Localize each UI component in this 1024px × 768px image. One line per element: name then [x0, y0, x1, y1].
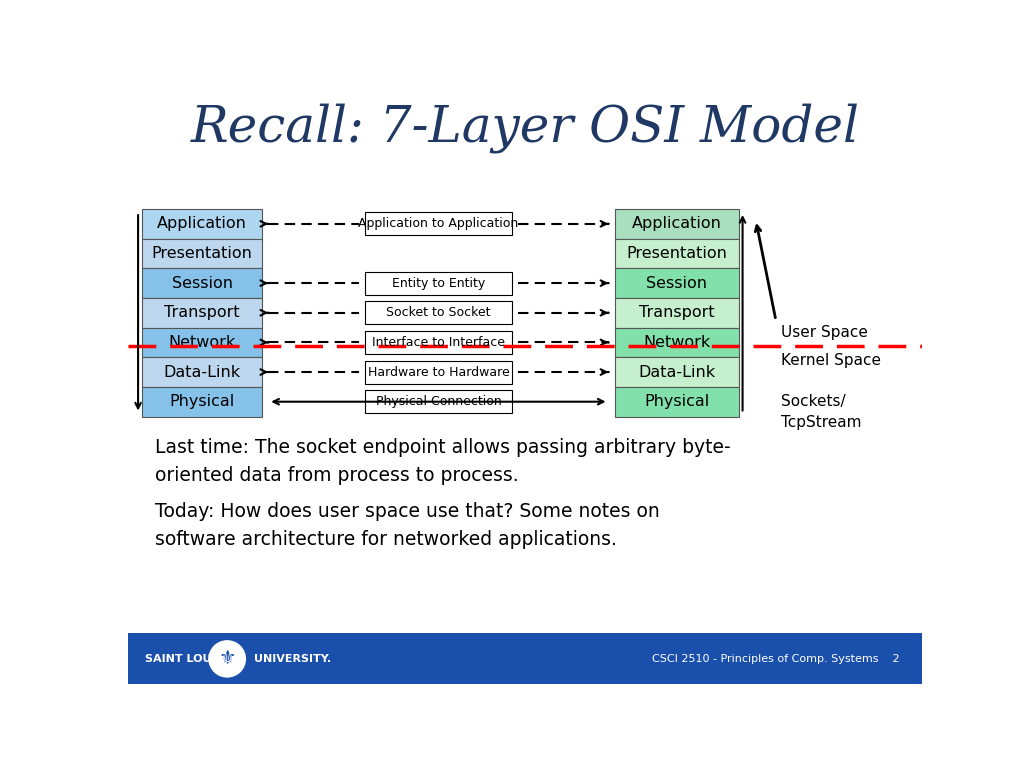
FancyBboxPatch shape [365, 360, 512, 383]
FancyBboxPatch shape [142, 328, 262, 357]
FancyBboxPatch shape [614, 328, 738, 357]
Text: Network: Network [168, 335, 236, 350]
FancyBboxPatch shape [614, 209, 738, 239]
FancyBboxPatch shape [614, 268, 738, 298]
Text: Entity to Entity: Entity to Entity [392, 276, 485, 290]
Text: Physical: Physical [644, 394, 710, 409]
FancyBboxPatch shape [142, 209, 262, 239]
Text: Data-Link: Data-Link [164, 365, 241, 379]
FancyBboxPatch shape [365, 301, 512, 324]
Text: Network: Network [643, 335, 711, 350]
FancyBboxPatch shape [365, 212, 512, 235]
Text: Application: Application [157, 217, 247, 231]
Text: Kernel Space: Kernel Space [781, 353, 882, 368]
FancyBboxPatch shape [614, 387, 738, 416]
Text: Sockets/
TcpStream: Sockets/ TcpStream [781, 395, 862, 431]
Text: Last time: The socket endpoint allows passing arbitrary byte-
oriented data from: Last time: The socket endpoint allows pa… [155, 439, 731, 485]
Text: Application to Application: Application to Application [358, 217, 518, 230]
Text: User Space: User Space [781, 325, 868, 340]
Text: Transport: Transport [164, 305, 240, 320]
FancyBboxPatch shape [142, 268, 262, 298]
Text: ⚜: ⚜ [218, 650, 236, 668]
Text: UNIVERSITY.: UNIVERSITY. [254, 654, 331, 664]
Text: SAINT LOUIS: SAINT LOUIS [145, 654, 223, 664]
Text: Application: Application [632, 217, 722, 231]
FancyBboxPatch shape [614, 239, 738, 268]
FancyBboxPatch shape [365, 272, 512, 295]
Circle shape [209, 641, 245, 677]
Text: Physical: Physical [169, 394, 234, 409]
Text: Today: How does user space use that? Some notes on
software architecture for net: Today: How does user space use that? Som… [155, 502, 659, 549]
FancyBboxPatch shape [365, 331, 512, 354]
FancyBboxPatch shape [142, 387, 262, 416]
FancyBboxPatch shape [142, 239, 262, 268]
Text: Data-Link: Data-Link [638, 365, 715, 379]
Text: Session: Session [646, 276, 708, 290]
Text: CSCI 2510 - Principles of Comp. Systems    2: CSCI 2510 - Principles of Comp. Systems … [651, 654, 899, 664]
FancyBboxPatch shape [614, 357, 738, 387]
Text: Presentation: Presentation [152, 246, 253, 261]
Text: Interface to Interface: Interface to Interface [372, 336, 505, 349]
Text: Socket to Socket: Socket to Socket [386, 306, 490, 319]
Text: Transport: Transport [639, 305, 715, 320]
FancyBboxPatch shape [614, 298, 738, 328]
Text: Session: Session [171, 276, 232, 290]
Text: Hardware to Hardware: Hardware to Hardware [368, 366, 509, 379]
FancyBboxPatch shape [142, 357, 262, 387]
Text: Physical Connection: Physical Connection [376, 396, 502, 409]
FancyBboxPatch shape [365, 390, 512, 413]
FancyBboxPatch shape [128, 634, 922, 684]
FancyBboxPatch shape [142, 298, 262, 328]
Text: Recall: 7-Layer OSI Model: Recall: 7-Layer OSI Model [190, 103, 859, 153]
Text: Presentation: Presentation [627, 246, 727, 261]
